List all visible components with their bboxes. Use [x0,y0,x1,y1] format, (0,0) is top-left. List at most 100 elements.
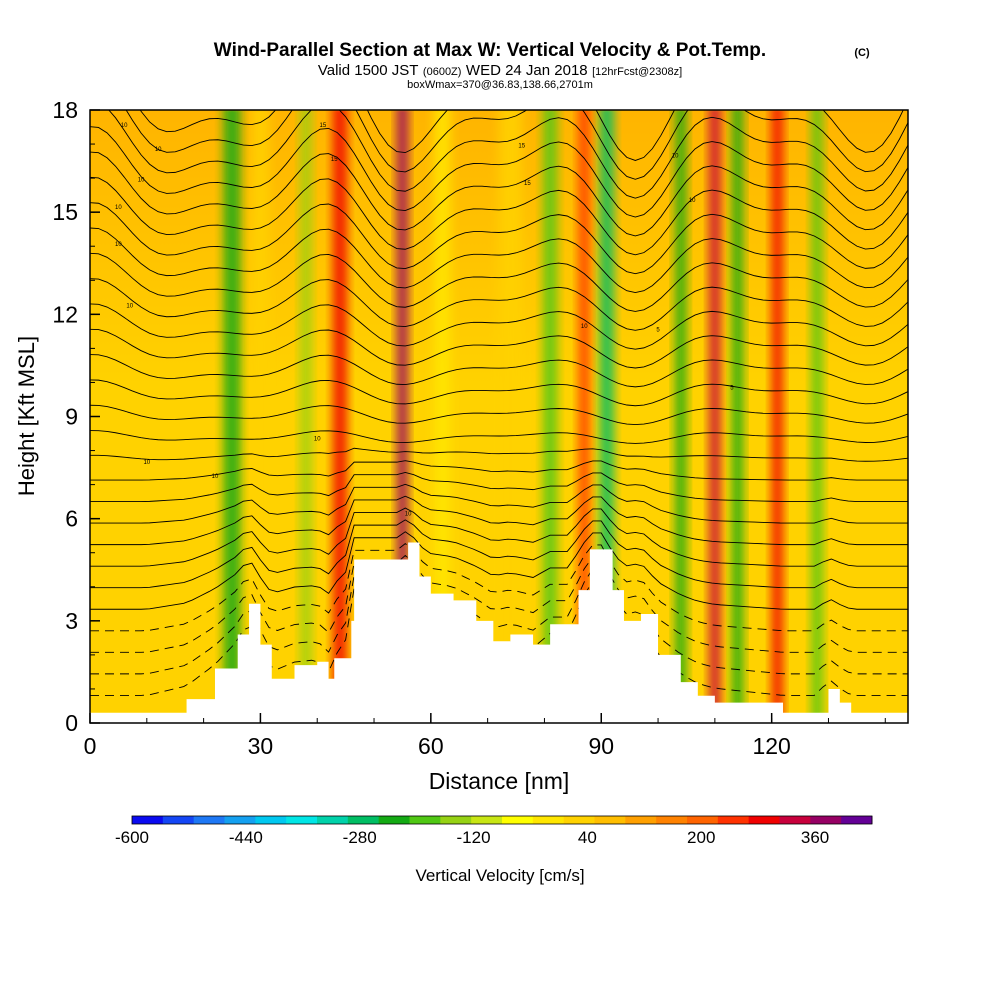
colorbar-swatch [502,816,534,824]
isentrope [90,507,908,567]
isentrope [90,495,908,546]
y-tick-label: 12 [52,301,78,327]
colorbar-tick-label: -120 [457,828,491,847]
colorbar-tick-label: 200 [687,828,715,847]
colorbar-tick-label: 40 [578,828,597,847]
isentrope [139,110,904,161]
y-axis-label: Height [Kft MSL] [14,336,39,496]
velocity-band [771,110,784,723]
isentrope-label: 10 [689,198,696,204]
x-tick-label: 120 [752,733,790,759]
isentrope [90,519,908,589]
isentrope-label: 10 [212,474,219,480]
isentrope-label: 10 [581,324,588,330]
colorbar [131,815,873,825]
colorbar-swatch [378,816,410,824]
isentrope [125,110,908,180]
isentrope [90,328,908,369]
colorbar-swatch [317,816,349,824]
colorbar-swatch [162,816,195,824]
isentrope-label: 15 [524,181,531,187]
colorbar-label: Vertical Velocity [cm/s] [415,866,584,885]
x-tick-label: 90 [588,733,614,759]
isentrope [90,303,908,350]
isentrope [90,404,908,426]
colorbar-swatch [717,816,750,824]
colorbar-swatch [409,816,441,824]
colorbar-swatch [224,816,256,824]
title-mark: (C) [854,47,870,59]
colorbar-tick-label: -600 [115,828,149,847]
colorbar-swatch [440,816,472,824]
colorbar-swatch [347,816,380,824]
isentrope-label: 10 [138,178,145,184]
colorbar-swatch [810,816,842,824]
isentrope-label: 10 [155,147,162,153]
isentrope [90,379,908,407]
colorbar-frame [131,815,873,825]
y-axis-ticks: 0 3 6 9 12 15 18 [52,97,100,736]
x-tick-label: 0 [84,733,97,759]
colorbar-swatch [656,816,688,824]
velocity-bands [223,110,823,723]
plot-area: 10 10 10 15 15 15 15 10 10 10 10 10 10 10 10 10 10 5 5 [90,110,908,723]
velocity-band [811,110,823,723]
isentrope [90,566,908,675]
isentrope-label: 15 [320,123,327,129]
isentrope-label: 10 [143,460,150,466]
chart-title: Wind-Parallel Section at Max W: Vertical… [214,40,766,61]
x-tick-label: 60 [418,733,444,759]
velocity-band [578,110,590,723]
colorbar-swatch [841,816,873,824]
isentrope [90,430,908,444]
isentrope [90,531,908,610]
isentrope [90,447,908,462]
isentrope-label: 5 [730,385,734,391]
isentrope [90,460,908,481]
isentrope [90,252,908,312]
isentrope [90,278,908,331]
isentrope [90,354,908,388]
velocity-band [709,110,721,723]
isentrope-label: 10 [314,436,321,442]
isentrope-label: 15 [518,143,525,149]
isentrope-label: 10 [115,205,122,211]
isentrope-label: 10 [126,304,133,310]
x-axis-ticks: 0 30 60 90 120 [84,713,886,759]
isentrope-label: 5 [656,327,660,333]
isentrope [90,472,908,503]
colorbar-swatch [255,816,287,824]
colorbar-swatch [132,816,164,824]
colorbar-tick-label: -440 [229,828,263,847]
subtitle-utc: (0600Z) [423,66,462,78]
colorbar-swatch [748,816,780,824]
x-tick-label: 30 [248,733,274,759]
y-tick-label: 0 [65,710,78,736]
chart-subtitle-2: boxWmax=370@36.83,138.66,2701m [407,79,593,91]
colorbar-swatch [779,816,811,824]
isentrope [108,110,908,199]
subtitle-date: WED 24 Jan 2018 [466,62,588,79]
velocity-band [731,110,744,723]
colorbar-swatch [687,816,719,824]
isentrope [90,126,908,218]
y-tick-label: 6 [65,506,78,532]
chart-subtitle: Valid 1500 JST (0600Z) WED 24 Jan 2018 [… [318,62,682,79]
colorbar-tick-label: -280 [343,828,377,847]
velocity-band [499,110,522,723]
isentrope-label: 10 [405,511,412,517]
velocity-band [223,110,241,723]
velocity-band [332,110,348,723]
isentrope [90,483,908,524]
isentrope [90,227,908,293]
y-tick-label: 3 [65,608,78,634]
y-tick-label: 15 [52,199,78,225]
colorbar-swatch [471,816,503,824]
isentrope-label: 10 [115,242,122,248]
subtitle-valid: Valid 1500 JST [318,62,419,79]
terrain [90,542,908,723]
colorbar-swatch [286,816,318,824]
velocity-band [675,110,687,723]
colorbar-swatch [625,816,657,824]
